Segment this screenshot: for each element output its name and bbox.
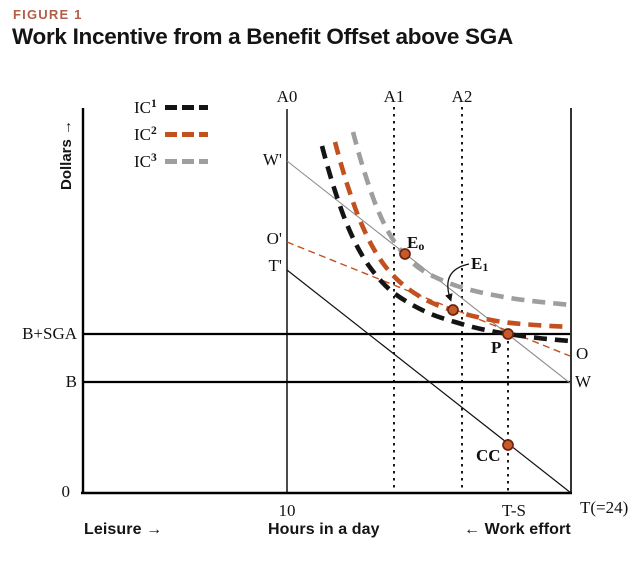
legend-dash-swatch-ic2 <box>164 131 208 137</box>
tick-t-24: T(=24) <box>580 498 629 517</box>
legend-label-ic1: IC1 <box>134 98 157 117</box>
tick-t-s: T-S <box>502 501 526 520</box>
label-p: P <box>491 338 502 357</box>
label-e0: Eo <box>407 233 425 253</box>
arrow-to-E1 <box>445 263 470 302</box>
guide-label-a1: A1 <box>383 87 405 106</box>
label-b-plus-sga: B+SGA <box>22 324 77 343</box>
legend-dash-swatch-ic3 <box>164 158 208 164</box>
label-e1: E1 <box>471 254 489 274</box>
label-t-prime: T' <box>268 256 282 275</box>
indifference-curve-IC2 <box>332 141 571 330</box>
indifference-curve-IC1 <box>319 145 571 344</box>
tick-10: 10 <box>278 501 296 520</box>
indifference-curve-IC3 <box>350 131 571 308</box>
label-b: B <box>65 372 77 391</box>
guide-label-a0: A0 <box>276 87 298 106</box>
figure-tag: FIGURE 1 <box>13 7 83 22</box>
figure-title: Work Incentive from a Benefit Offset abo… <box>12 24 513 49</box>
legend-label-ic2: IC2 <box>134 125 157 144</box>
label-o-prime: O' <box>266 229 282 248</box>
label-w-prime: W' <box>262 150 282 169</box>
label-origin: 0 <box>61 482 71 501</box>
label-o: O <box>576 344 589 363</box>
legend-label-ic3: IC3 <box>134 152 157 171</box>
caption-work-effort: ← Work effort <box>464 521 571 538</box>
point-P <box>502 328 514 340</box>
label-w: W <box>575 372 592 391</box>
legend-item-ic1: IC1 <box>134 98 208 117</box>
point-E1 <box>447 304 459 316</box>
legend-item-ic3: IC3 <box>134 152 208 171</box>
point-E0 <box>399 248 411 260</box>
budget-T-line <box>286 269 572 494</box>
label-cc: CC <box>476 446 501 465</box>
caption-hours: Hours in a day <box>268 521 380 538</box>
legend-item-ic2: IC2 <box>134 125 208 144</box>
caption-leisure: Leisure → <box>84 521 163 538</box>
legend-dash-swatch-ic1 <box>164 104 208 110</box>
y-axis-label: Dollars → <box>58 119 75 190</box>
guide-label-a2: A2 <box>451 87 473 106</box>
point-CC <box>502 439 514 451</box>
budget-W-line <box>286 160 571 384</box>
